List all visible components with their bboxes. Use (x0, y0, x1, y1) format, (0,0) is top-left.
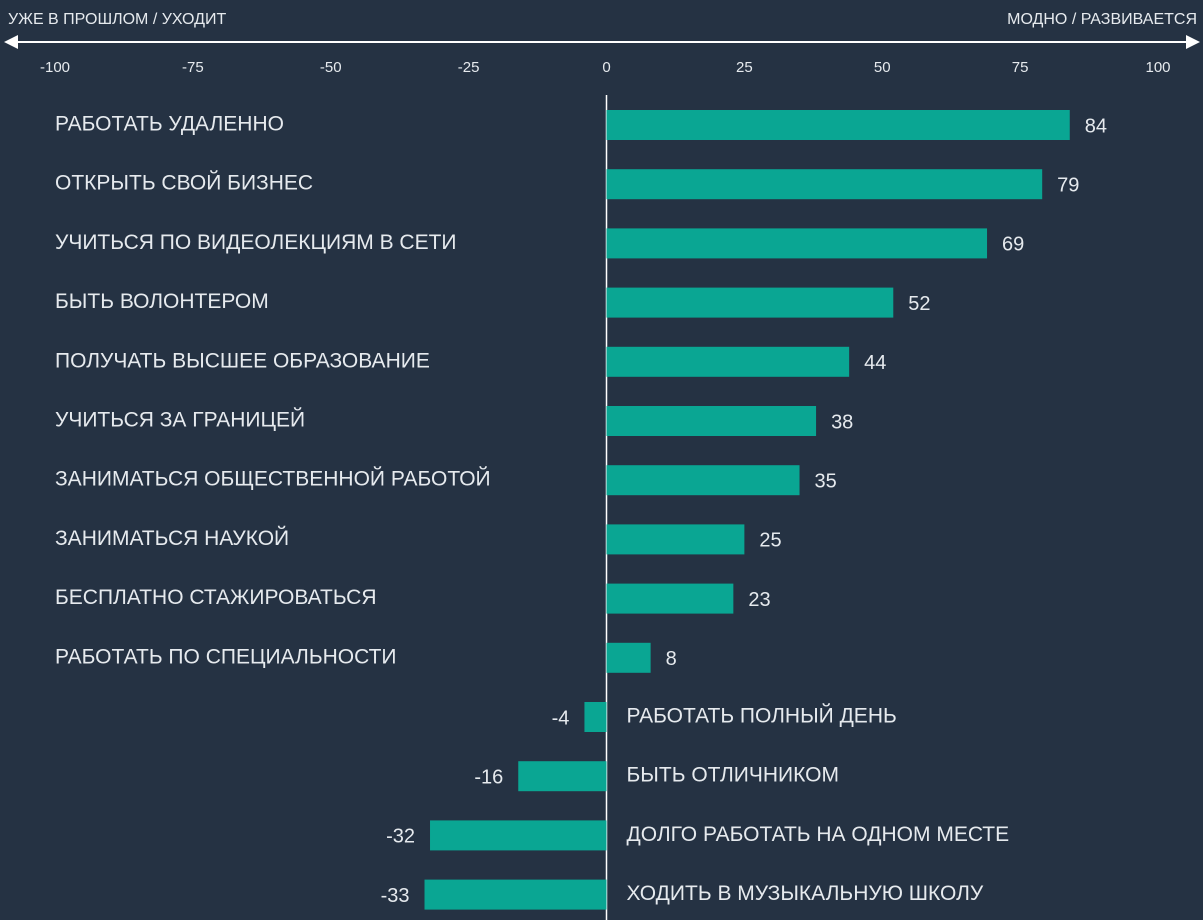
category-label: БЫТЬ ОТЛИЧНИКОМ (627, 764, 839, 787)
value-label: 44 (864, 352, 886, 374)
category-label: БЕСПЛАТНО СТАЖИРОВАТЬСЯ (55, 586, 376, 609)
category-label: РАБОТАТЬ ПОЛНЫЙ ДЕНЬ (627, 704, 897, 728)
category-label: ЗАНИМАТЬСЯ ОБЩЕСТВЕННОЙ РАБОТОЙ (55, 467, 491, 491)
category-label: ДОЛГО РАБОТАТЬ НА ОДНОМ МЕСТЕ (627, 823, 1010, 846)
bar (430, 820, 607, 851)
left-arrowhead (4, 35, 18, 49)
value-label: -33 (381, 885, 410, 907)
bar (606, 346, 850, 377)
category-label: ХОДИТЬ В МУЗЫКАЛЬНУЮ ШКОЛУ (627, 882, 984, 905)
bar (606, 169, 1043, 200)
bar (518, 761, 607, 792)
value-label: 23 (748, 589, 770, 611)
value-label: -16 (474, 766, 503, 788)
x-tick-label: -75 (182, 59, 204, 76)
right-direction-label: МОДНО / РАЗВИВАЕТСЯ (1007, 11, 1197, 28)
value-label: 35 (815, 470, 837, 492)
value-label: 25 (759, 530, 781, 552)
bar (606, 228, 988, 259)
bar (424, 879, 607, 910)
x-tick-label: 50 (874, 59, 891, 76)
x-tick-label: 0 (602, 59, 610, 76)
value-label: 52 (908, 293, 930, 315)
category-label: РАБОТАТЬ ПО СПЕЦИАЛЬНОСТИ (55, 645, 397, 668)
value-label: 38 (831, 411, 853, 433)
value-label: -32 (386, 826, 415, 848)
value-label: 8 (666, 648, 677, 670)
bar (606, 287, 894, 318)
category-label: УЧИТЬСЯ ПО ВИДЕОЛЕКЦИЯМ В СЕТИ (55, 231, 457, 254)
bar (606, 110, 1070, 140)
value-label: 69 (1002, 234, 1024, 256)
x-tick-label: -25 (458, 59, 480, 76)
bar (606, 524, 745, 555)
category-label: ПОЛУЧАТЬ ВЫСШЕЕ ОБРАЗОВАНИЕ (55, 349, 430, 372)
bar (606, 465, 800, 496)
bar (584, 702, 607, 732)
x-tick-label: 75 (1012, 59, 1029, 76)
x-tick-label: -50 (320, 59, 342, 76)
value-label: -4 (552, 707, 570, 729)
value-label: 79 (1057, 174, 1079, 196)
x-tick-label: 100 (1145, 59, 1170, 76)
bar (606, 642, 651, 673)
x-tick-label: -100 (40, 59, 70, 76)
bar (606, 406, 817, 436)
category-label: РАБОТАТЬ УДАЛЕННО (55, 113, 284, 136)
category-label: УЧИТЬСЯ ЗА ГРАНИЦЕЙ (55, 408, 305, 432)
left-direction-label: УЖЕ В ПРОШЛОМ / УХОДИТ (8, 11, 226, 28)
value-label: 84 (1085, 115, 1107, 137)
bar (606, 583, 734, 614)
category-label: ОТКРЫТЬ СВОЙ БИЗНЕС (55, 171, 313, 195)
category-label: БЫТЬ ВОЛОНТЕРОМ (55, 290, 269, 313)
category-label: ЗАНИМАТЬСЯ НАУКОЙ (55, 526, 289, 550)
x-tick-label: 25 (736, 59, 753, 76)
right-arrowhead (1186, 35, 1200, 49)
